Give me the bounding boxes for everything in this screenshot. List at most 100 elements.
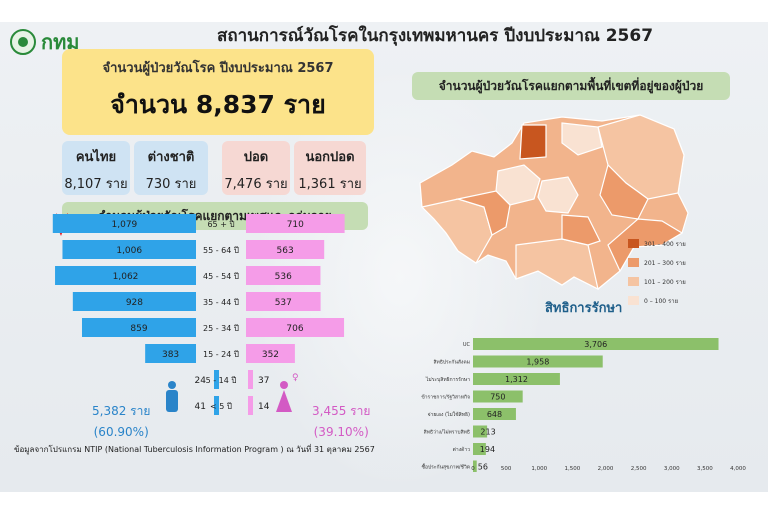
male-bar bbox=[214, 370, 219, 389]
stat-pulmonary-label: ปอด bbox=[243, 150, 269, 165]
rights-chart-title: สิทธิการรักษา bbox=[545, 301, 623, 316]
female-percent: (39.10%) bbox=[313, 425, 369, 439]
female-head bbox=[280, 381, 288, 389]
male-percent: (60.90%) bbox=[93, 425, 149, 439]
map-region-northeast-light bbox=[561, 122, 603, 156]
rights-category-label: UC bbox=[463, 342, 471, 348]
rights-x-tick: 1,500 bbox=[565, 466, 581, 472]
rights-chart: UC 3,706 สิทธิประกันสังคม 1,958 ไม่ระบุสิทธิ… bbox=[421, 338, 746, 472]
rights-category-label: ข้าราชการ/รัฐวิสาหกิจ bbox=[421, 394, 470, 401]
rights-x-tick: 4,000 bbox=[730, 466, 746, 472]
female-value-label: 536 bbox=[275, 272, 292, 282]
rights-value-label: 56 bbox=[478, 463, 488, 472]
map-legend-label-3: 101 – 200 ราย bbox=[644, 279, 686, 286]
female-body bbox=[276, 390, 292, 412]
rights-value-label: 648 bbox=[487, 410, 502, 419]
map-region-south-mid bbox=[561, 214, 601, 246]
female-bar bbox=[246, 214, 345, 233]
stat-extrapulmonary-value: 1,361 ราย bbox=[298, 177, 362, 192]
female-bar bbox=[246, 318, 345, 337]
map-region-southwest bbox=[420, 198, 493, 264]
stat-thai: คนไทย 8,107 ราย bbox=[62, 141, 130, 195]
female-bar bbox=[246, 266, 321, 285]
map-legend-label-2: 201 – 300 ราย bbox=[644, 260, 686, 267]
rights-category-label: ไม่ระบุสิทธิการรักษา bbox=[425, 376, 470, 383]
rights-value-label: 213 bbox=[480, 428, 495, 437]
female-value-label: 537 bbox=[275, 298, 292, 308]
total-value: จำนวน 8,837 ราย bbox=[110, 90, 326, 119]
stat-thai-value: 8,107 ราย bbox=[64, 177, 128, 192]
data-source-note: ข้อมูลจากโปรแกรม NTIP (National Tubercul… bbox=[14, 445, 375, 454]
stat-foreign-value: 730 ราย bbox=[145, 177, 197, 192]
rights-bar bbox=[473, 408, 516, 420]
age-sex-chart: 1,079 710 65 + ปี 1,006 563 55 - 64 ปี 1,062 53… bbox=[52, 213, 345, 415]
female-value-label: 706 bbox=[286, 324, 303, 334]
rights-category-label: สิทธิประกันสังคม bbox=[433, 359, 470, 366]
age-group-label: < 5 ปี bbox=[210, 402, 232, 411]
male-bar bbox=[81, 318, 196, 337]
bma-seal-icon bbox=[10, 29, 36, 55]
rights-bar bbox=[473, 338, 719, 350]
female-value-label: 710 bbox=[287, 220, 304, 230]
female-value-label: 37 bbox=[258, 376, 269, 386]
rights-category-label: ต่างด้าว bbox=[453, 446, 471, 453]
female-value-label: 563 bbox=[277, 246, 294, 256]
map-region-highest bbox=[519, 124, 547, 160]
age-group-label: 65 + ปี bbox=[207, 220, 234, 229]
map-region-southeast bbox=[607, 218, 684, 273]
male-bar bbox=[72, 292, 196, 311]
map-region-south bbox=[515, 238, 599, 291]
rights-value-label: 750 bbox=[490, 393, 505, 402]
map-legend-swatch-3 bbox=[628, 277, 639, 286]
male-body bbox=[166, 390, 178, 412]
total-card: จำนวนผู้ป่วยวัณโรค ปีงบประมาณ 2567 จำนวน… bbox=[62, 49, 374, 135]
map-region-west-mid bbox=[455, 190, 511, 236]
rights-value-label: 3,706 bbox=[584, 340, 607, 349]
district-map: 301 – 400 ราย 201 – 300 ราย 101 – 200 รา… bbox=[419, 114, 689, 305]
male-value-label: 383 bbox=[162, 350, 179, 360]
rights-value-label: 1,958 bbox=[526, 358, 549, 367]
map-legend-label-4: 0 – 100 ราย bbox=[644, 298, 678, 305]
rights-bar bbox=[473, 425, 488, 438]
map-legend-swatch-1 bbox=[628, 239, 639, 248]
male-value-label: 859 bbox=[130, 324, 147, 334]
map-legend-swatch-2 bbox=[628, 258, 639, 267]
rights-value-label: 194 bbox=[480, 445, 495, 454]
female-bar bbox=[246, 292, 321, 311]
rights-category-label: ซื้อประกันสุขภาพ/ชีวิต bbox=[422, 462, 470, 471]
rights-x-tick: 2,000 bbox=[598, 466, 614, 472]
rights-x-tick: 500 bbox=[501, 466, 512, 472]
male-bar bbox=[62, 240, 196, 259]
map-legend-swatch-4 bbox=[628, 296, 639, 305]
rights-category-label: สิทธิว่าง/ไม่ทราบสิทธิ bbox=[424, 429, 470, 436]
page-title: สถานการณ์วัณโรคในกรุงเทพมหานคร ปีงบประมา… bbox=[216, 26, 654, 46]
female-total: 3,455 ราย bbox=[312, 404, 371, 418]
male-bar bbox=[52, 214, 196, 233]
age-group-label: 5 - 14 ปี bbox=[206, 376, 237, 385]
rights-bar bbox=[473, 460, 477, 472]
total-label: จำนวนผู้ป่วยวัณโรค ปีงบประมาณ 2567 bbox=[102, 61, 334, 76]
female-bar bbox=[246, 344, 295, 363]
male-value-label: 928 bbox=[126, 298, 143, 308]
female-bar bbox=[246, 240, 325, 259]
female-figure-icon bbox=[276, 381, 292, 412]
age-group-label: 15 - 24 ปี bbox=[203, 350, 239, 359]
map-title: จำนวนผู้ป่วยวัณโรคแยกตามพื้นที่เขตที่อยู… bbox=[412, 72, 730, 100]
male-head bbox=[168, 381, 176, 389]
female-value-label: 352 bbox=[262, 350, 279, 360]
male-figure-icon bbox=[166, 381, 178, 412]
rights-bar bbox=[473, 373, 560, 385]
rights-bar bbox=[473, 443, 486, 455]
female-value-label: 14 bbox=[258, 402, 270, 412]
male-value-label: 1,062 bbox=[113, 272, 139, 282]
stat-thai-label: คนไทย bbox=[75, 150, 117, 165]
rights-x-tick: 3,500 bbox=[697, 466, 713, 472]
male-value-label: 41 bbox=[195, 402, 206, 412]
age-group-label: 45 - 54 ปี bbox=[203, 272, 239, 281]
stat-foreign-label: ต่างชาติ bbox=[147, 150, 195, 165]
male-value-label: 1,006 bbox=[116, 246, 142, 256]
rights-bar bbox=[473, 390, 523, 403]
rights-value-label: 1,312 bbox=[505, 375, 528, 384]
rights-category-label: จ่ายเอง (ไม่ใช้สิทธิ) bbox=[428, 411, 470, 418]
stat-pulmonary-value: 7,476 ราย bbox=[224, 177, 288, 192]
